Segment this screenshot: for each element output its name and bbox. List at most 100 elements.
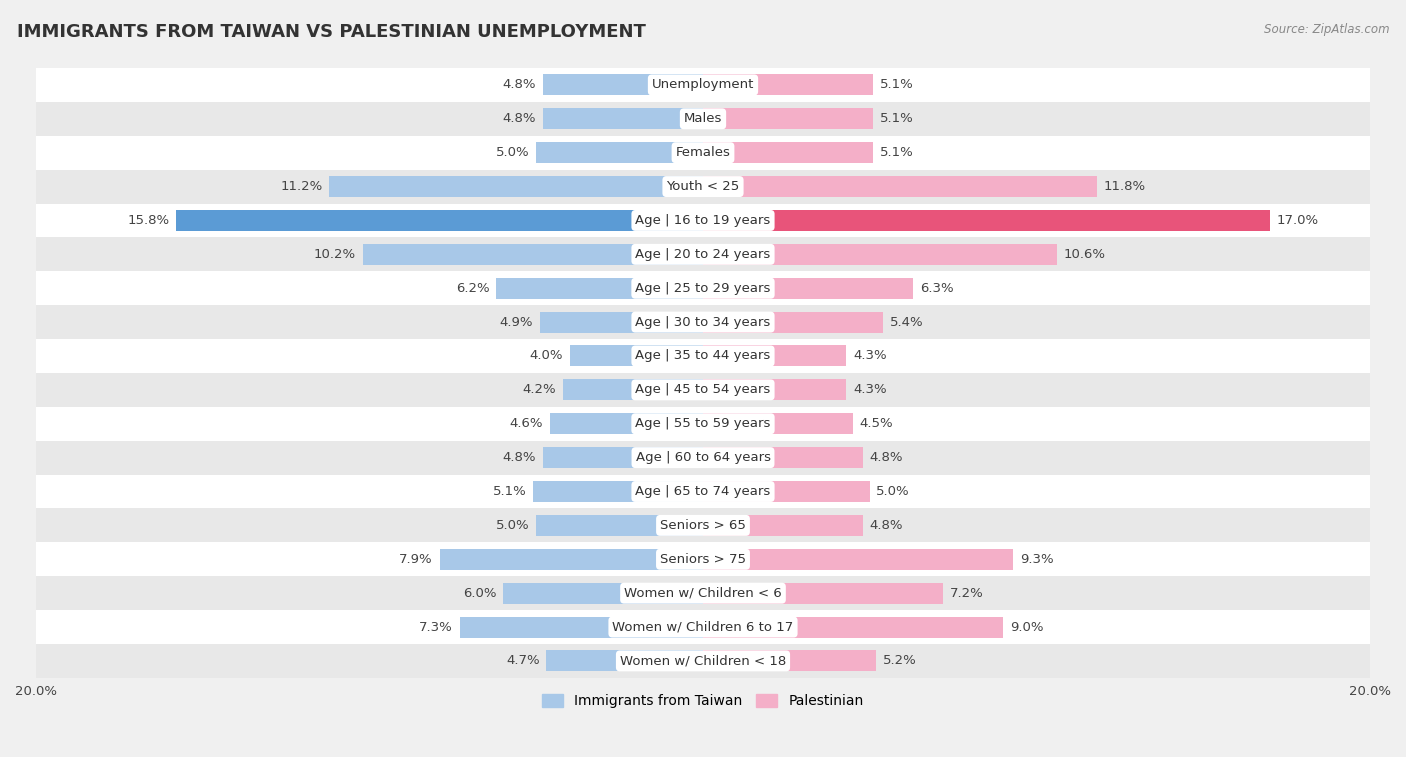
Text: 9.0%: 9.0%	[1010, 621, 1043, 634]
Text: Males: Males	[683, 112, 723, 126]
Bar	[37, 441, 1369, 475]
Text: IMMIGRANTS FROM TAIWAN VS PALESTINIAN UNEMPLOYMENT: IMMIGRANTS FROM TAIWAN VS PALESTINIAN UN…	[17, 23, 645, 41]
Bar	[496, 278, 703, 299]
Text: Seniors > 75: Seniors > 75	[659, 553, 747, 565]
Bar	[703, 244, 1056, 265]
Bar	[329, 176, 703, 197]
Text: Age | 25 to 29 years: Age | 25 to 29 years	[636, 282, 770, 294]
Bar	[703, 345, 846, 366]
Bar	[703, 379, 846, 400]
Text: 4.8%: 4.8%	[870, 519, 903, 532]
Bar	[37, 475, 1369, 509]
Bar	[176, 210, 703, 231]
Text: 5.1%: 5.1%	[880, 112, 914, 126]
Text: Females: Females	[675, 146, 731, 159]
Bar	[37, 238, 1369, 271]
Text: 5.1%: 5.1%	[880, 146, 914, 159]
Text: 4.8%: 4.8%	[870, 451, 903, 464]
Text: 4.8%: 4.8%	[503, 79, 536, 92]
Text: 4.8%: 4.8%	[503, 451, 536, 464]
Bar	[37, 68, 1369, 102]
Text: Women w/ Children < 18: Women w/ Children < 18	[620, 654, 786, 668]
Text: Age | 55 to 59 years: Age | 55 to 59 years	[636, 417, 770, 430]
Bar	[37, 373, 1369, 407]
Text: 5.2%: 5.2%	[883, 654, 917, 668]
Text: Seniors > 65: Seniors > 65	[659, 519, 747, 532]
Text: 17.0%: 17.0%	[1277, 214, 1319, 227]
Bar	[703, 447, 863, 468]
Bar	[703, 515, 863, 536]
Text: 10.2%: 10.2%	[314, 248, 356, 261]
Bar	[703, 549, 1014, 570]
Text: 15.8%: 15.8%	[128, 214, 169, 227]
Bar	[569, 345, 703, 366]
Bar	[363, 244, 703, 265]
Text: Age | 60 to 64 years: Age | 60 to 64 years	[636, 451, 770, 464]
Text: 4.2%: 4.2%	[523, 383, 557, 397]
Text: 4.3%: 4.3%	[853, 383, 887, 397]
Bar	[37, 542, 1369, 576]
Text: Youth < 25: Youth < 25	[666, 180, 740, 193]
Text: 7.3%: 7.3%	[419, 621, 453, 634]
Text: 5.0%: 5.0%	[496, 519, 530, 532]
Text: 4.6%: 4.6%	[509, 417, 543, 430]
Bar	[37, 204, 1369, 238]
Bar	[37, 305, 1369, 339]
Bar	[703, 481, 870, 502]
Bar	[37, 102, 1369, 136]
Bar	[37, 271, 1369, 305]
Bar	[703, 278, 912, 299]
Bar	[536, 142, 703, 164]
Text: Age | 65 to 74 years: Age | 65 to 74 years	[636, 485, 770, 498]
Bar	[37, 610, 1369, 644]
Bar	[543, 74, 703, 95]
Text: Age | 30 to 34 years: Age | 30 to 34 years	[636, 316, 770, 329]
Bar	[540, 312, 703, 332]
Text: 4.7%: 4.7%	[506, 654, 540, 668]
Bar	[703, 413, 853, 435]
Text: 6.3%: 6.3%	[920, 282, 953, 294]
Text: 4.8%: 4.8%	[503, 112, 536, 126]
Text: 7.2%: 7.2%	[950, 587, 984, 600]
Text: Source: ZipAtlas.com: Source: ZipAtlas.com	[1264, 23, 1389, 36]
Bar	[703, 142, 873, 164]
Text: Women w/ Children 6 to 17: Women w/ Children 6 to 17	[613, 621, 793, 634]
Bar	[547, 650, 703, 671]
Bar	[703, 108, 873, 129]
Text: 4.9%: 4.9%	[499, 316, 533, 329]
Text: Age | 16 to 19 years: Age | 16 to 19 years	[636, 214, 770, 227]
Bar	[543, 447, 703, 468]
Bar	[703, 312, 883, 332]
Text: Age | 20 to 24 years: Age | 20 to 24 years	[636, 248, 770, 261]
Text: 4.3%: 4.3%	[853, 350, 887, 363]
Text: 5.0%: 5.0%	[876, 485, 910, 498]
Bar	[703, 583, 943, 603]
Bar	[37, 576, 1369, 610]
Text: 5.1%: 5.1%	[492, 485, 526, 498]
Text: 9.3%: 9.3%	[1019, 553, 1053, 565]
Text: 11.8%: 11.8%	[1104, 180, 1146, 193]
Bar	[37, 339, 1369, 373]
Bar	[703, 650, 876, 671]
Text: 5.0%: 5.0%	[496, 146, 530, 159]
Bar	[37, 644, 1369, 678]
Text: 6.2%: 6.2%	[456, 282, 489, 294]
Bar	[37, 136, 1369, 170]
Bar	[37, 170, 1369, 204]
Text: 11.2%: 11.2%	[281, 180, 323, 193]
Text: Women w/ Children < 6: Women w/ Children < 6	[624, 587, 782, 600]
Text: 4.0%: 4.0%	[530, 350, 562, 363]
Bar	[503, 583, 703, 603]
Text: 4.5%: 4.5%	[859, 417, 893, 430]
Bar	[440, 549, 703, 570]
Bar	[703, 74, 873, 95]
Bar	[703, 176, 1097, 197]
Bar	[536, 515, 703, 536]
Bar	[562, 379, 703, 400]
Bar	[37, 509, 1369, 542]
Bar	[460, 616, 703, 637]
Legend: Immigrants from Taiwan, Palestinian: Immigrants from Taiwan, Palestinian	[537, 689, 869, 714]
Bar	[37, 407, 1369, 441]
Bar	[703, 210, 1270, 231]
Text: Age | 35 to 44 years: Age | 35 to 44 years	[636, 350, 770, 363]
